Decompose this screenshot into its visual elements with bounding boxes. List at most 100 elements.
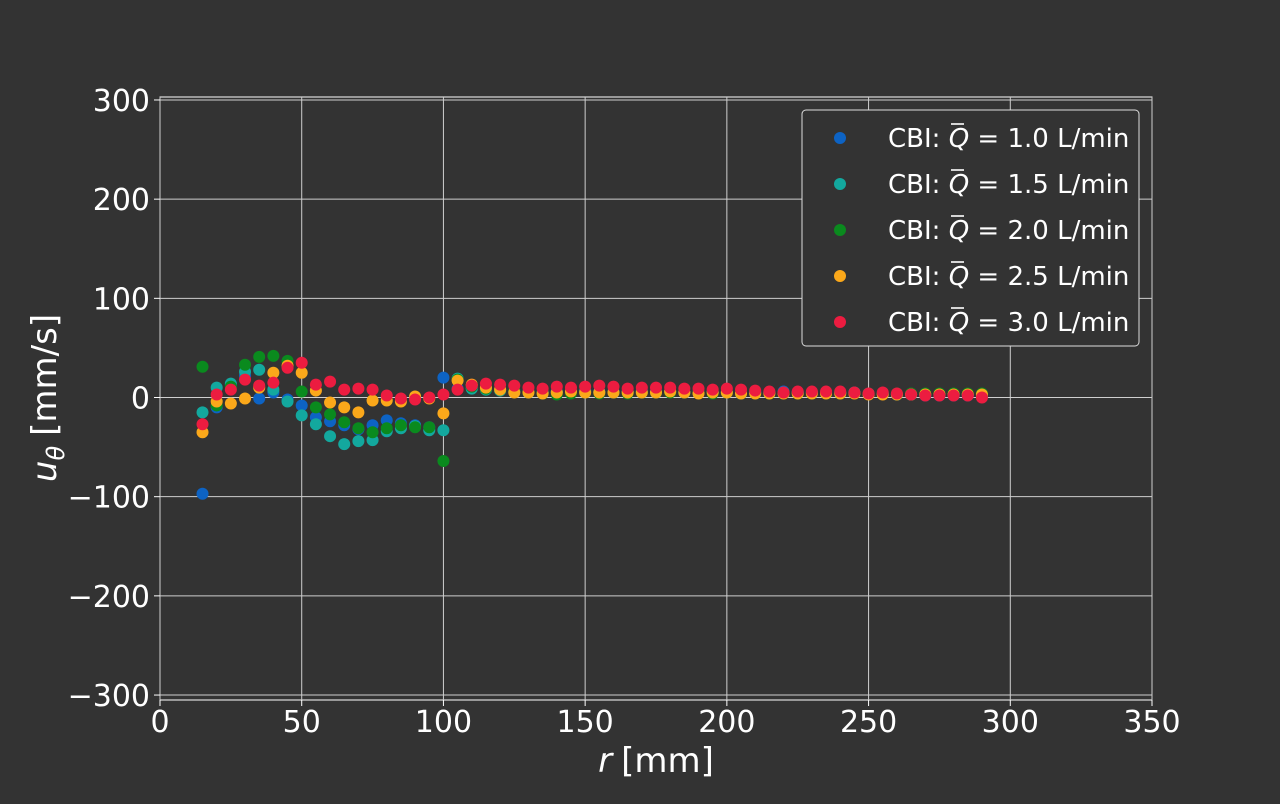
data-point [295,409,308,422]
data-point [579,380,592,393]
data-point [720,382,733,395]
legend-marker [834,178,846,190]
data-point [735,383,748,396]
data-point [394,419,407,432]
x-tick-label: 0 [150,705,169,740]
data-point [834,385,847,398]
legend-marker [834,132,846,144]
legend-entry: CBI: Q = 1.5 L/min [888,170,1129,200]
data-point [352,435,365,448]
x-tick-label: 150 [557,705,614,740]
data-point [876,386,889,399]
data-point [295,385,308,398]
data-point [593,379,606,392]
data-point [253,363,266,376]
data-point [324,396,337,409]
data-point [366,394,379,407]
data-point [749,384,762,397]
data-point [848,386,861,399]
data-point [437,454,450,467]
legend-box [801,109,1140,347]
data-point [324,430,337,443]
data-point [281,361,294,374]
data-point [267,349,280,362]
data-point [352,406,365,419]
data-point [253,350,266,363]
data-point [338,383,351,396]
x-tick-label: 350 [1123,705,1180,740]
data-point [352,382,365,395]
legend-entry: CBI: Q = 2.5 L/min [888,262,1129,292]
y-tick-label: −100 [68,481,150,516]
legend-marker [834,224,846,236]
y-tick-label: 200 [93,183,150,218]
legend-entry: CBI: Q = 2.0 L/min [888,216,1129,246]
data-point [338,438,351,451]
data-point [479,377,492,390]
data-point [791,385,804,398]
data-point [352,422,365,435]
data-point [309,418,322,431]
legend: CBI: Q = 1.0 L/min CBI: Q = 1.5 L/min CBI:… [801,109,1140,347]
data-point [281,395,294,408]
data-point [394,392,407,405]
data-point [224,383,237,396]
data-point [295,356,308,369]
data-point [437,407,450,420]
data-point [196,406,209,419]
data-point [409,421,422,434]
data-point [380,389,393,402]
data-point [508,379,521,392]
data-point [437,388,450,401]
data-point [607,380,620,393]
data-point [324,375,337,388]
data-point [423,391,436,404]
x-tick-label: 250 [840,705,897,740]
data-point [919,389,932,402]
y-tick-label: 0 [131,382,150,417]
data-point [678,382,691,395]
y-tick-label: −300 [68,679,150,714]
data-point [196,360,209,373]
x-axis-label: r [mm] [598,741,714,781]
data-point [437,371,450,384]
data-point [862,387,875,400]
x-tick-label: 100 [415,705,472,740]
x-tick-label: 50 [283,705,321,740]
data-point [295,366,308,379]
legend-marker [834,270,846,282]
data-point [239,373,252,386]
data-point [267,376,280,389]
data-point [890,387,903,400]
data-point [366,426,379,439]
data-point [820,385,833,398]
data-point [905,388,918,401]
data-point [933,389,946,402]
data-point [366,383,379,396]
y-axis-ticks: −300 −200 −100 0 100 200 300 [68,84,160,714]
data-point [763,385,776,398]
series-5 [196,356,988,431]
data-point [380,422,393,435]
data-point [805,385,818,398]
data-point [494,378,507,391]
x-axis-ticks: 0 50 100 150 200 250 300 350 [150,700,1181,740]
data-points [196,349,988,500]
data-point [437,424,450,437]
data-point [253,392,266,405]
data-point [451,374,464,387]
legend-entry: CBI: Q = 1.0 L/min [888,124,1129,154]
data-point [338,416,351,429]
data-point [975,391,988,404]
y-tick-label: −200 [68,580,150,615]
y-tick-label: 300 [93,84,150,119]
data-point [295,399,308,412]
data-point [664,381,677,394]
data-point [267,366,280,379]
data-point [338,401,351,414]
data-point [564,381,577,394]
data-point [239,392,252,405]
legend-entry: CBI: Q = 3.0 L/min [888,308,1129,338]
data-point [465,379,478,392]
